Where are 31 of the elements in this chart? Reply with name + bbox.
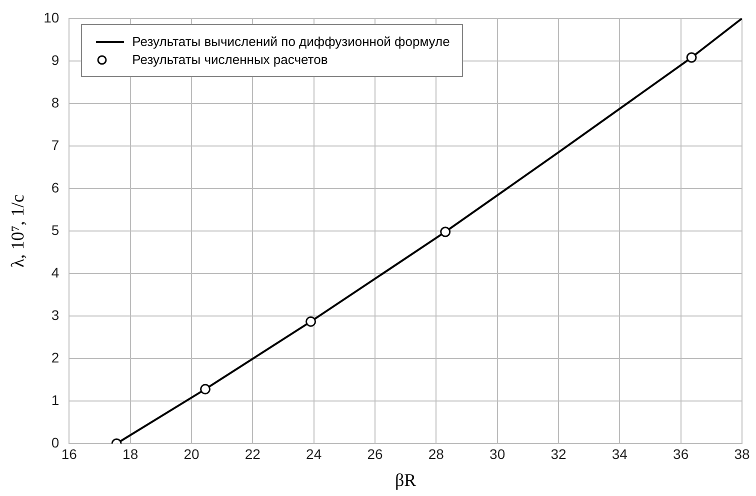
- point: [686, 52, 697, 63]
- x-tick-label: 38: [734, 446, 750, 462]
- legend-label: Результаты численных расчетов: [132, 52, 328, 68]
- x-tick-label: 32: [550, 446, 566, 462]
- point: [200, 384, 211, 394]
- y-tick-label: 10: [44, 9, 60, 26]
- y-tick-label: 7: [51, 136, 60, 153]
- y-tick-label: 8: [51, 94, 60, 110]
- x-tick-label: 16: [61, 446, 78, 462]
- x-axis-title: βR: [395, 470, 416, 490]
- x-tick-label: 28: [428, 446, 444, 462]
- y-tick-label: 5: [51, 222, 60, 238]
- point: [440, 226, 451, 238]
- x-tick-label: 36: [673, 446, 689, 462]
- x-tick-label: 26: [367, 446, 383, 462]
- y-axis-title: λ, 10⁷, 1/с: [8, 194, 28, 268]
- legend-label: Результаты вычислений по диффузионной формуле: [132, 34, 450, 50]
- point: [306, 316, 316, 327]
- y-tick-label: 2: [51, 349, 60, 366]
- x-tick-label: 24: [306, 446, 322, 462]
- y-tick-label: 9: [51, 52, 60, 68]
- y-tick-label: 3: [51, 306, 60, 323]
- x-tick-label: 34: [612, 446, 628, 462]
- x-tick-label: 20: [184, 446, 200, 462]
- y-tick-label: 1: [51, 392, 60, 408]
- x-tick-label: 22: [244, 446, 261, 462]
- y-tick-label: 6: [51, 179, 60, 196]
- x-tick-label: 18: [122, 446, 138, 462]
- x-tick-label: 30: [490, 446, 506, 462]
- y-tick-label: 4: [51, 264, 60, 280]
- y-tick-label: 0: [51, 434, 60, 450]
